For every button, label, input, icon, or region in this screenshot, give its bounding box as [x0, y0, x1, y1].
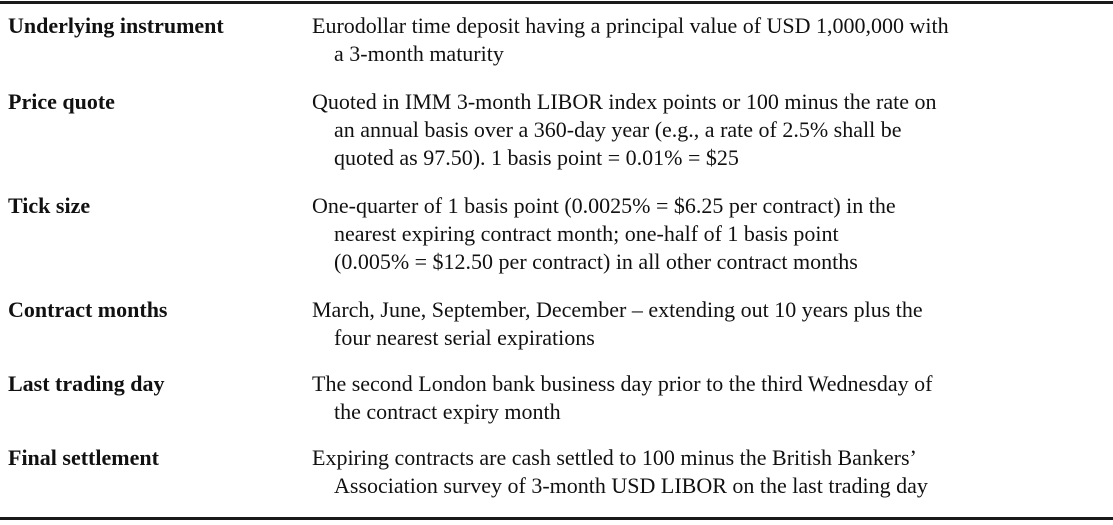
- row-definition: The second London bank business day prio…: [312, 370, 1112, 426]
- row-term: Final settlement: [8, 445, 159, 470]
- row-term: Last trading day: [8, 371, 165, 396]
- definition-line: a 3-month maturity: [334, 41, 504, 66]
- definition-line: four nearest serial expirations: [334, 325, 595, 350]
- definition-line: March, June, September, December – exten…: [312, 297, 923, 322]
- definition-line: the contract expiry month: [334, 399, 561, 424]
- definition-line: Quoted in IMM 3-month LIBOR index points…: [312, 89, 937, 114]
- definition-line: Eurodollar time deposit having a princip…: [312, 13, 949, 38]
- table-top-rule: [0, 1, 1113, 4]
- definition-line: nearest expiring contract month; one-hal…: [334, 221, 839, 246]
- table-bottom-rule: [0, 517, 1113, 520]
- definition-line: Association survey of 3-month USD LIBOR …: [334, 473, 928, 498]
- definition-line: One-quarter of 1 basis point (0.0025% = …: [312, 193, 896, 218]
- definition-line: an annual basis over a 360-day year (e.g…: [334, 117, 902, 142]
- row-term: Price quote: [8, 89, 115, 114]
- definition-line: Expiring contracts are cash settled to 1…: [312, 445, 917, 470]
- row-definition: March, June, September, December – exten…: [312, 296, 1112, 352]
- definition-line: quoted as 97.50). 1 basis point = 0.01% …: [334, 145, 739, 170]
- row-term: Tick size: [8, 193, 91, 218]
- row-definition: One-quarter of 1 basis point (0.0025% = …: [312, 192, 1112, 276]
- row-term: Contract months: [8, 297, 168, 322]
- row-definition: Quoted in IMM 3-month LIBOR index points…: [312, 88, 1112, 172]
- definition-line: The second London bank business day prio…: [312, 371, 933, 396]
- row-term: Underlying instrument: [8, 13, 224, 38]
- definition-line: (0.005% = $12.50 per contract) in all ot…: [334, 249, 858, 274]
- row-definition: Expiring contracts are cash settled to 1…: [312, 444, 1112, 500]
- row-definition: Eurodollar time deposit having a princip…: [312, 12, 1112, 68]
